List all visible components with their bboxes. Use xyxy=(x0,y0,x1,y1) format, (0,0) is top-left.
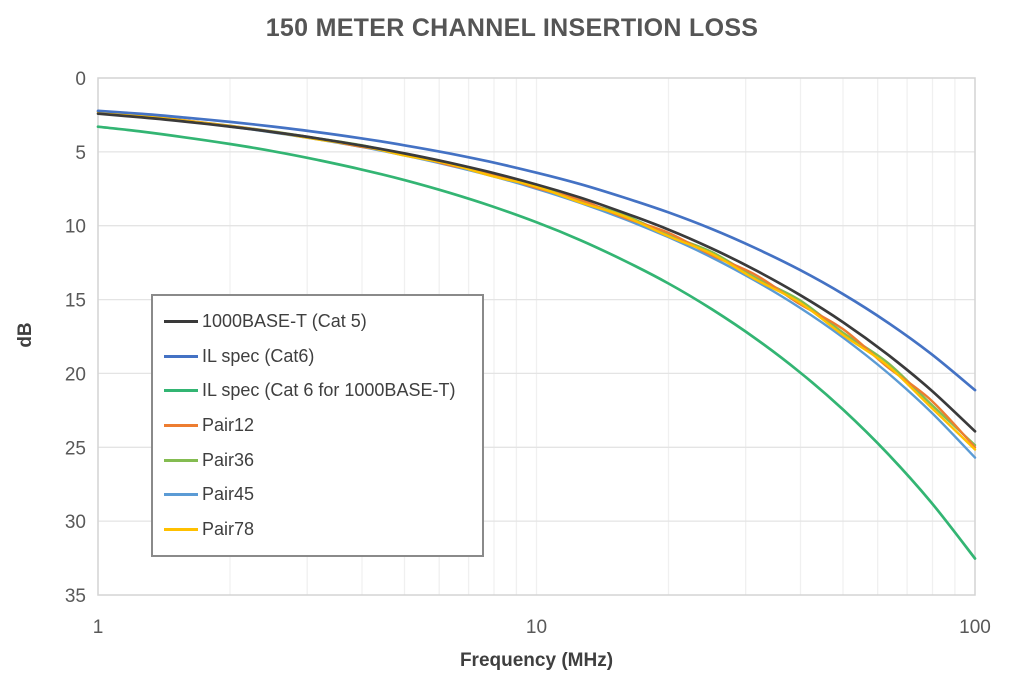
series-line-il-spec-cat6- xyxy=(96,109,977,392)
series-line-il-spec-cat-6-for-1000base-t- xyxy=(96,125,977,560)
legend-item: Pair45 xyxy=(164,484,476,505)
legend-item: IL spec (Cat 6 for 1000BASE-T) xyxy=(164,380,476,401)
legend-item: IL spec (Cat6) xyxy=(164,346,476,367)
x-tick-label: 10 xyxy=(526,617,547,638)
y-tick-label: 25 xyxy=(65,438,86,459)
legend-label: IL spec (Cat6) xyxy=(202,345,315,366)
legend-line-swatch xyxy=(164,458,198,462)
x-axis-title: Frequency (MHz) xyxy=(459,650,614,671)
legend: 1000BASE-T (Cat 5) IL spec (Cat6) IL spe… xyxy=(151,294,484,557)
legend-line-swatch xyxy=(164,423,198,427)
legend-line-swatch xyxy=(164,493,198,497)
y-tick-label: 5 xyxy=(75,143,86,164)
legend-label: Pair45 xyxy=(202,484,255,505)
y-axis-title: dB xyxy=(15,322,36,348)
chart-title: 150 METER CHANNEL INSERTION LOSS xyxy=(265,14,759,42)
legend-item: 1000BASE-T (Cat 5) xyxy=(164,311,476,332)
legend-item: Pair78 xyxy=(164,519,476,540)
x-tick-label: 1 xyxy=(93,617,104,638)
plot-border xyxy=(97,77,976,596)
legend-label: IL spec (Cat 6 for 1000BASE-T) xyxy=(202,380,456,401)
legend-label: Pair12 xyxy=(202,414,255,435)
series-line-1000base-t-cat-5- xyxy=(96,112,977,433)
legend-item: Pair12 xyxy=(164,415,476,436)
y-tick-label: 0 xyxy=(75,69,86,90)
y-tick-label: 30 xyxy=(65,512,86,533)
legend-line-swatch xyxy=(164,528,198,532)
legend-label: 1000BASE-T (Cat 5) xyxy=(202,310,367,331)
y-tick-label: 20 xyxy=(65,364,86,385)
y-tick-label: 35 xyxy=(65,586,86,607)
y-tick-label: 15 xyxy=(65,291,86,312)
legend-line-swatch xyxy=(164,389,198,393)
legend-label: Pair36 xyxy=(202,449,255,470)
y-tick-label: 10 xyxy=(65,217,86,238)
legend-item: Pair36 xyxy=(164,450,476,471)
x-tick-label: 100 xyxy=(959,617,991,638)
legend-label: Pair78 xyxy=(202,519,255,540)
legend-line-swatch xyxy=(164,354,198,358)
legend-line-swatch xyxy=(164,319,198,323)
